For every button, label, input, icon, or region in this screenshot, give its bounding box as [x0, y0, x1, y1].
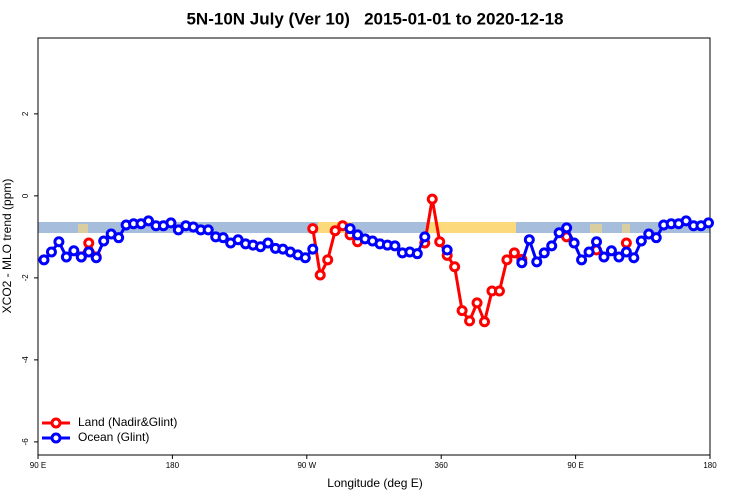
- land-strip: [590, 224, 602, 233]
- data-point: [523, 234, 535, 246]
- legend-label: Ocean (Glint): [78, 430, 149, 444]
- x-tick-label: 90 W: [297, 461, 316, 470]
- data-point: [344, 223, 356, 235]
- data-point: [516, 257, 528, 269]
- data-point: [202, 224, 214, 236]
- data-point: [441, 244, 453, 256]
- data-point: [329, 225, 341, 237]
- x-tick-label: 360: [435, 461, 449, 470]
- data-point: [83, 237, 95, 249]
- y-tick-label: -6: [21, 438, 30, 446]
- data-point: [456, 305, 468, 317]
- legend-marker: [50, 417, 62, 429]
- data-point: [531, 256, 543, 268]
- data-point: [613, 251, 625, 263]
- data-point: [299, 252, 311, 264]
- data-point: [680, 215, 692, 227]
- data-point: [449, 261, 461, 273]
- data-point: [538, 247, 550, 259]
- data-point: [389, 240, 401, 252]
- data-point: [165, 217, 177, 229]
- data-point: [553, 227, 565, 239]
- data-point: [605, 245, 617, 257]
- x-tick-label: 180: [166, 461, 180, 470]
- data-point: [262, 237, 274, 249]
- ocean-strip: [38, 222, 710, 233]
- series: [75, 193, 632, 328]
- data-point: [426, 193, 438, 205]
- data-point: [307, 243, 319, 255]
- data-point: [143, 215, 155, 227]
- data-point: [598, 251, 610, 263]
- plot-frame: [37, 37, 711, 456]
- y-tick-label: 0: [21, 193, 30, 198]
- data-point: [471, 297, 483, 309]
- data-point: [60, 251, 72, 263]
- data-point: [501, 254, 513, 266]
- data-point: [703, 217, 715, 229]
- data-point: [620, 246, 632, 258]
- y-tick-label: -2: [21, 274, 30, 282]
- data-point: [113, 232, 125, 244]
- data-point: [217, 232, 229, 244]
- x-tick-label: 90 E: [567, 461, 583, 470]
- series: [38, 215, 715, 269]
- data-point: [53, 236, 65, 248]
- data-point: [83, 246, 95, 258]
- data-point: [591, 236, 603, 248]
- y-tick-label: -4: [21, 356, 30, 364]
- data-point: [568, 237, 580, 249]
- data-point: [464, 315, 476, 327]
- data-point: [508, 247, 520, 259]
- data-point: [75, 251, 87, 263]
- legend-label: Land (Nadir&Glint): [78, 415, 177, 429]
- x-tick-label: 90 E: [30, 461, 46, 470]
- data-point: [307, 223, 319, 235]
- data-point: [322, 254, 334, 266]
- chart-title: 5N-10N July (Ver 10) 2015-01-01 to 2020-…: [186, 9, 563, 28]
- data-point: [419, 231, 431, 243]
- data-point: [561, 222, 573, 234]
- data-point: [635, 235, 647, 247]
- x-axis-label: Longitude (deg E): [327, 476, 422, 490]
- land-strip: [428, 222, 516, 233]
- data-point: [434, 236, 446, 248]
- land-strip: [78, 224, 88, 233]
- data-point: [576, 254, 588, 266]
- data-point: [583, 246, 595, 258]
- y-tick-label: 2: [21, 111, 30, 116]
- data-point: [98, 235, 110, 247]
- data-point: [628, 252, 640, 264]
- legend-marker: [50, 432, 62, 444]
- data-point: [479, 316, 491, 328]
- y-axis-label: XCO2 - MLO trend (ppm): [0, 179, 14, 314]
- data-point: [314, 269, 326, 281]
- data-point: [493, 285, 505, 297]
- data-point: [68, 245, 80, 257]
- data-point: [90, 252, 102, 264]
- x-tick-label: 180: [703, 461, 717, 470]
- data-point: [411, 248, 423, 260]
- data-point: [620, 237, 632, 249]
- data-point: [546, 240, 558, 252]
- data-point: [38, 254, 50, 266]
- data-point: [45, 246, 57, 258]
- data-point: [650, 232, 662, 244]
- land-strip: [622, 224, 630, 233]
